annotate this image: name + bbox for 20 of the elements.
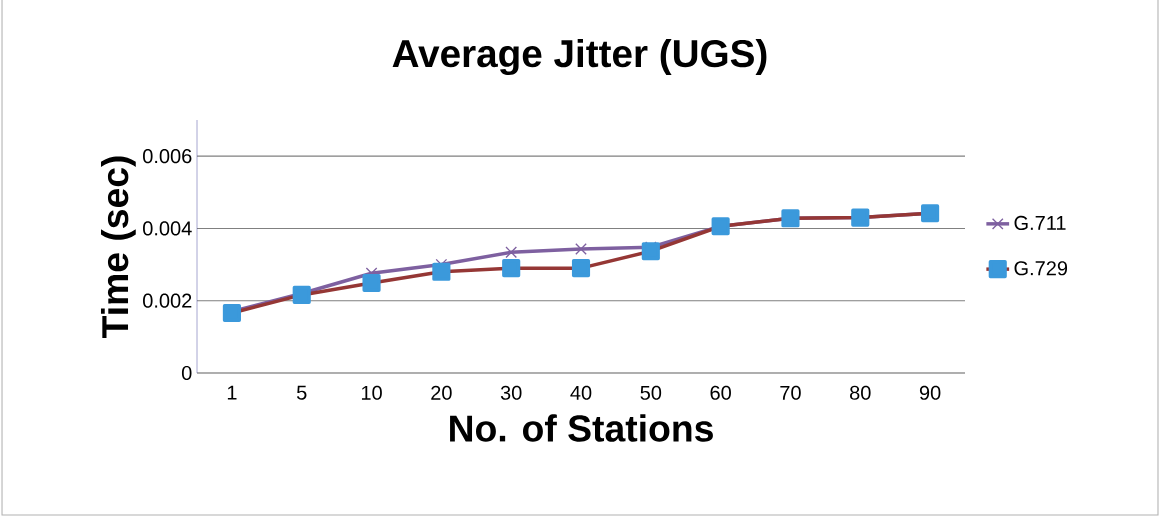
x-tick-label: 10	[361, 385, 382, 400]
x-tick-label: 60	[710, 385, 731, 400]
legend-label: G.711	[1014, 215, 1066, 231]
x-axis-title: No. of Stations	[450, 414, 713, 442]
x-tick-label: 70	[780, 385, 801, 400]
x-tick-label: 1	[227, 385, 237, 400]
x-tick-label: 90	[919, 385, 941, 400]
y-tick-label: 0.004	[143, 221, 192, 236]
x-tick-label: 5	[296, 385, 307, 400]
y-axis-title: Time (sec)	[100, 156, 136, 339]
x-tick-label: 50	[640, 385, 662, 400]
x-tick-label: 30	[500, 385, 522, 400]
chart-title: Average Jitter (UGS)	[392, 38, 767, 76]
y-tick-label: 0.002	[143, 293, 192, 308]
x-tick-label: 80	[850, 385, 871, 400]
legend-label: G.729	[1014, 261, 1068, 276]
x-tick-label: 40	[570, 385, 592, 400]
y-tick-label: 0.006	[143, 149, 192, 164]
y-tick-label: 0	[181, 365, 192, 381]
x-tick-label: 20	[431, 385, 452, 400]
